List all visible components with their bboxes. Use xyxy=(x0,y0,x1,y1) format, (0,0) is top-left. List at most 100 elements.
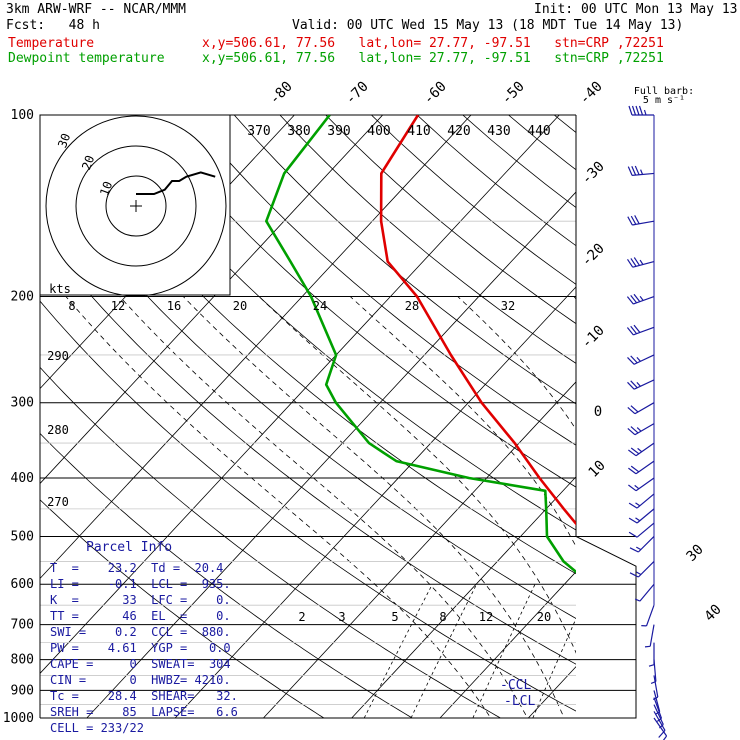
temperature-legend-label: Temperature xyxy=(8,36,95,51)
theta-label: 440 xyxy=(527,124,550,139)
wind-barb xyxy=(629,561,655,578)
parcel-row: CIN = 0 HWBZ= 4210. xyxy=(50,673,231,687)
dewpoint-legend-label: Dewpoint temperature xyxy=(8,51,165,66)
pressure-tick-label: 900 xyxy=(11,683,34,698)
init-time: Init: 00 UTC Mon 13 May 13 xyxy=(534,2,738,17)
parcel-row: K = 33 LFC = 0. xyxy=(50,593,231,607)
moist-adiabat xyxy=(65,296,492,718)
dry-adiabat xyxy=(646,115,740,731)
wind-barb xyxy=(627,402,655,415)
mixing-ratio-line xyxy=(587,584,643,718)
parcel-row: T = 23.2 Td = 20.4 xyxy=(50,561,224,575)
dry-adiabat xyxy=(553,115,576,134)
theta-label: 270 xyxy=(47,495,69,509)
wind-barb-shape xyxy=(627,402,655,415)
barb-legend-label: Full barb: xyxy=(634,86,694,97)
dry-adiabat xyxy=(416,115,576,247)
wind-barb xyxy=(627,165,655,176)
isotherm-line xyxy=(86,191,576,718)
wind-barb-shape xyxy=(627,165,655,176)
isotherm-line xyxy=(439,571,576,718)
isotherm-label: -70 xyxy=(343,79,372,108)
theta-label: 430 xyxy=(487,124,510,139)
dry-adiabat xyxy=(233,115,576,405)
hodograph-ring-label: 20 xyxy=(79,153,97,171)
wind-barb-shape xyxy=(627,379,655,390)
wind-barb xyxy=(627,379,655,390)
hodograph-ring xyxy=(75,145,197,267)
wind-barb-shape xyxy=(628,460,655,475)
pressure-tick-label: 700 xyxy=(11,618,34,633)
theta-label: 400 xyxy=(367,124,390,139)
hodograph-ring xyxy=(105,175,167,237)
dry-adiabat xyxy=(371,115,576,285)
wind-barb xyxy=(644,624,655,648)
hodograph-speed-label: 12 xyxy=(111,299,125,313)
wind-barb-shape xyxy=(628,105,654,116)
theta-label: 280 xyxy=(47,423,69,437)
parcel-row: SWI = 0.2 CCL = 880. xyxy=(50,625,231,639)
wind-barb xyxy=(628,105,654,116)
mixing-ratio-label: 8 xyxy=(439,610,446,624)
isotherm-line xyxy=(528,666,576,718)
hodograph-ring xyxy=(45,115,227,297)
ccl-marker: -CCL xyxy=(500,678,531,693)
wind-barb xyxy=(626,257,655,268)
theta-label: 420 xyxy=(447,124,470,139)
mixing-ratio-label: 20 xyxy=(537,610,551,624)
wind-barb-shape xyxy=(644,624,655,648)
moist-adiabat xyxy=(258,296,576,654)
wind-barb xyxy=(627,354,655,365)
wind-barb xyxy=(628,493,655,509)
isotherm-line xyxy=(40,115,560,674)
barb-legend-value: 5 m s⁻¹ xyxy=(643,95,685,106)
pressure-tick-label: 600 xyxy=(11,577,34,592)
isotherm-label: -10 xyxy=(579,323,608,352)
dry-adiabat xyxy=(508,115,576,171)
wind-barb-shape xyxy=(628,508,655,524)
temperature-legend-info: x,y=506.61, 77.56 lat,lon= 27.77, -97.51… xyxy=(202,36,664,51)
pressure-tick-label: 800 xyxy=(11,653,34,668)
wind-barb xyxy=(628,477,655,492)
isotherm-label: -20 xyxy=(579,241,608,270)
isotherm-label: -80 xyxy=(267,79,296,108)
pressure-tick-label: 300 xyxy=(11,396,34,411)
forecast-hour: Fcst: 48 h xyxy=(6,18,100,33)
isotherm-line xyxy=(263,381,576,718)
model-title: 3km ARW-WRF -- NCAR/MMM xyxy=(6,2,187,17)
lcl-marker: -LCL xyxy=(504,694,535,709)
theta-label: 390 xyxy=(327,124,350,139)
parcel-info-title: Parcel Info xyxy=(86,540,173,555)
isotherm-label: -40 xyxy=(577,79,606,108)
mixing-ratio-line xyxy=(658,584,709,718)
valid-time: Valid: 00 UTC Wed 15 May 13 (18 MDT Tue … xyxy=(292,18,684,33)
theta-label: 370 xyxy=(247,124,270,139)
wind-barb-shape xyxy=(626,293,655,305)
wind-barb-shape xyxy=(628,522,655,538)
hodograph-box xyxy=(39,114,231,296)
wind-barb-shape xyxy=(634,583,655,602)
isotherm-label: 0 xyxy=(594,404,602,420)
wind-barb xyxy=(627,423,655,436)
isotherm-label: 40 xyxy=(702,602,725,625)
theta-label: 380 xyxy=(287,124,310,139)
mixing-ratio-label: 12 xyxy=(479,610,493,624)
parcel-info-panel: Parcel Info T = 23.2 Td = 20.4 LI = -0.1… xyxy=(40,540,238,735)
isotherm-line xyxy=(40,115,472,580)
hodograph-speed-label: 24 xyxy=(313,299,327,313)
wind-barb xyxy=(641,604,655,627)
isotherm-line xyxy=(617,115,740,718)
hodograph-kts-label: kts xyxy=(49,282,71,296)
wind-barb-shape xyxy=(628,477,655,492)
moist-adiabat xyxy=(573,296,576,300)
dry-adiabat xyxy=(40,366,502,718)
pressure-tick-label: 400 xyxy=(11,471,34,486)
moist-adiabat xyxy=(119,296,528,718)
dry-adiabat xyxy=(40,165,576,619)
pressure-tick-label: 1000 xyxy=(3,711,34,726)
isotherm-line xyxy=(40,115,383,485)
dewpoint-line xyxy=(265,115,576,574)
hodograph-speed-label: 20 xyxy=(233,299,247,313)
hodograph-speed-label: 28 xyxy=(405,299,419,313)
parcel-row: CAPE = 0 SWEAT= 304 xyxy=(50,657,231,671)
